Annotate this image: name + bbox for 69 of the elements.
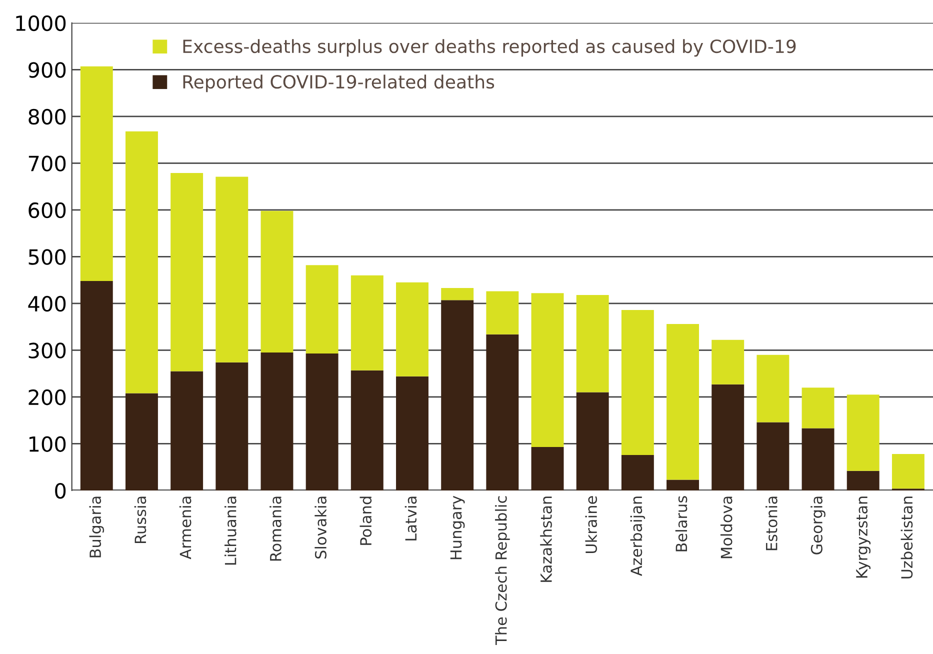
bar xyxy=(892,454,924,489)
legend-label: Excess-deaths surplus over deaths reported as caused by COVID-19 xyxy=(183,39,796,57)
bar xyxy=(846,470,880,490)
bar xyxy=(531,293,564,448)
y-tick-label: 700 xyxy=(28,156,66,172)
x-tick-label: Armenia xyxy=(179,496,192,560)
bar xyxy=(756,422,790,490)
x-tick-label: Kyrgyzstan xyxy=(856,496,871,578)
bar xyxy=(306,265,338,354)
bar xyxy=(396,282,428,376)
bar xyxy=(621,454,654,490)
bar xyxy=(396,376,428,490)
x-tick-label: Russia xyxy=(134,496,146,543)
y-tick-label: 600 xyxy=(28,202,66,218)
x-tick-label: Lithuania xyxy=(224,496,236,565)
x-tick-label: Kazakhstan xyxy=(540,496,552,582)
bar xyxy=(170,371,204,490)
bar xyxy=(712,340,744,384)
bar xyxy=(260,352,294,490)
bar xyxy=(80,66,113,282)
bar xyxy=(756,354,790,422)
bar xyxy=(216,362,248,490)
bar xyxy=(666,324,699,480)
bar xyxy=(306,353,338,490)
y-tick-label: 0 xyxy=(55,482,66,499)
y-tick-label: 300 xyxy=(28,342,66,358)
legend-label: Reported COVID-19-related deaths xyxy=(183,74,494,92)
bar xyxy=(260,210,294,353)
bar xyxy=(170,172,204,372)
bar xyxy=(216,176,248,362)
y-tick-label: 500 xyxy=(28,249,66,265)
x-tick-label: Georgia xyxy=(810,496,826,554)
x-tick-label: Bulgaria xyxy=(89,496,104,558)
x-tick-label: Hungary xyxy=(450,496,465,560)
y-tick-label: 100 xyxy=(30,436,66,452)
x-tick-label: Ukraine xyxy=(585,496,598,554)
bar xyxy=(125,393,158,490)
x-tick-label: The Czech Republic xyxy=(495,496,510,645)
x-tick-label: Belarus xyxy=(675,496,688,552)
bar xyxy=(441,300,474,490)
bar xyxy=(531,447,564,490)
bar xyxy=(712,384,744,490)
bar xyxy=(486,291,519,334)
bar xyxy=(846,394,880,471)
y-tick-label: 400 xyxy=(28,296,66,312)
bar xyxy=(441,288,474,300)
x-tick-label: Uzbekistan xyxy=(900,496,913,578)
x-tick-label: Moldova xyxy=(720,496,732,558)
bar xyxy=(802,428,834,490)
y-tick-label: 200 xyxy=(28,389,66,406)
bar xyxy=(802,388,834,428)
x-tick-label: Poland xyxy=(360,496,372,545)
x-tick-label: Estonia xyxy=(766,496,778,550)
bar xyxy=(486,334,519,490)
bar xyxy=(576,392,609,490)
bar xyxy=(125,131,158,394)
y-tick-label: 1000 xyxy=(16,15,66,32)
x-tick-label: Romania xyxy=(270,496,282,561)
bar xyxy=(576,295,609,392)
x-tick-label: Azerbaijan xyxy=(630,496,646,576)
x-tick-label: Slovakia xyxy=(314,496,327,559)
bar xyxy=(621,310,654,455)
x-tick-label: Latvia xyxy=(404,496,417,540)
bar xyxy=(350,275,384,370)
y-tick-label: 800 xyxy=(28,108,66,125)
y-tick-label: 900 xyxy=(28,62,66,78)
bar xyxy=(350,370,384,490)
bar xyxy=(666,480,699,490)
bar xyxy=(80,281,113,490)
